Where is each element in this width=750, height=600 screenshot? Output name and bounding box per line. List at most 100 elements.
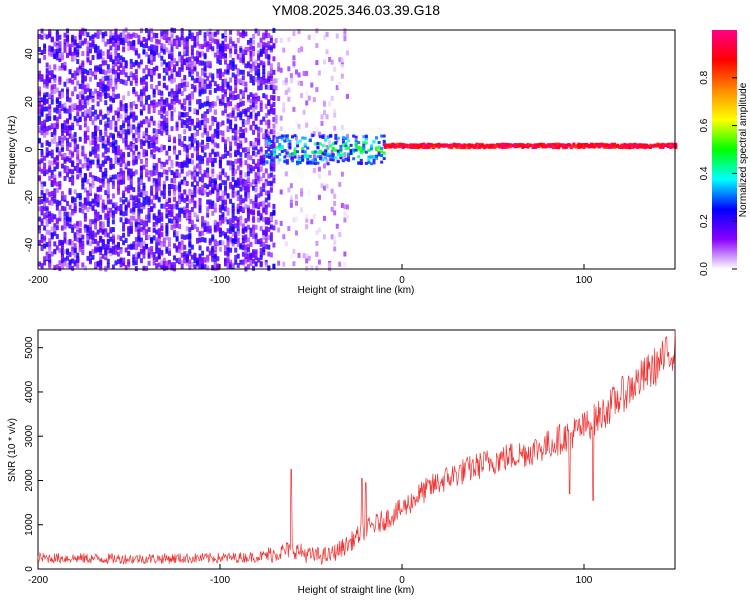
spectrogram-cell [218, 204, 222, 210]
spectrogram-cell [58, 209, 62, 215]
spectrogram-cell [63, 194, 67, 200]
spectrogram-cell [221, 97, 225, 103]
spectrogram-cell [254, 194, 258, 200]
spectrogram-cell [221, 46, 225, 52]
spectrogram-cell [137, 151, 141, 157]
spectrogram-cell [66, 130, 70, 136]
spectrogram-cell [150, 149, 154, 155]
x-tick-label: -100 [210, 275, 230, 286]
spectrogram-cell [124, 60, 128, 66]
spectrogram-cell [198, 76, 202, 82]
spectrogram-cell [195, 50, 199, 56]
spectrogram-cell [221, 94, 225, 100]
spectrogram-cell [170, 55, 174, 61]
spectrogram-cell [86, 125, 90, 131]
spectrogram-cell [333, 66, 337, 72]
spectrogram-cell [114, 158, 118, 164]
spectrogram-cell [129, 244, 133, 250]
spectrogram-cell [254, 261, 258, 267]
spectrogram-cell [96, 90, 100, 96]
spectrogram-cell [198, 30, 202, 36]
spectrogram-cell [83, 134, 87, 140]
spectrogram-cell [58, 103, 62, 109]
spectrogram-cell [185, 261, 189, 267]
snr-ylabel: SNR (10 * v/v) [7, 418, 18, 482]
spectrogram-cell [81, 203, 85, 209]
spectrogram-cell [285, 151, 289, 155]
spectrogram-cell [88, 241, 92, 247]
spectrogram-cell [165, 175, 169, 181]
spectrogram-cell [188, 215, 192, 221]
spectrogram-cell [94, 201, 98, 207]
spectrogram-cell [106, 140, 110, 146]
spectrogram-cell [96, 50, 100, 56]
spectrogram-cell [289, 197, 293, 203]
spectrogram-cell [183, 120, 187, 126]
spectrogram-cell [206, 83, 210, 89]
snr-x-ticks: -200 -100 0 100 [28, 564, 593, 586]
spectrogram-cell [323, 59, 327, 65]
spectrogram-cell [48, 165, 52, 171]
spectrogram-cell [249, 51, 253, 57]
spectrogram-cell [195, 117, 199, 123]
spectrogram-cell [336, 160, 340, 164]
spectrogram-cell [513, 145, 517, 149]
spectrogram-cell [86, 70, 90, 76]
spectrogram-cell [43, 225, 47, 231]
spectrogram-cell [63, 261, 67, 267]
spectrogram-cell [203, 65, 207, 71]
spectrogram-cell [244, 152, 248, 158]
spectrogram-cell [147, 247, 151, 253]
spectrogram-cell [224, 206, 228, 212]
spectrogram-cell [129, 103, 133, 109]
spectrogram-cell [272, 129, 276, 135]
spectrogram-cell [71, 106, 75, 112]
spectrogram-cell [193, 42, 197, 48]
spectrogram-cell [152, 178, 156, 184]
spectrogram-cell [321, 144, 325, 148]
spectrogram-cell [114, 73, 118, 79]
spectrogram-cell [129, 180, 133, 186]
spectrogram-cell [58, 180, 62, 186]
spectrogram-cell [671, 145, 675, 149]
spectrogram-cell [139, 59, 143, 65]
spectrogram-cell [165, 47, 169, 53]
spectrogram-cell [160, 190, 164, 196]
spectrogram-cell [224, 250, 228, 256]
spectrogram-cell [96, 247, 100, 253]
spectrogram-cell [279, 220, 283, 226]
spectrogram-cell [265, 155, 269, 159]
spectrogram-cell [246, 207, 250, 213]
spectrogram-cell [244, 196, 248, 202]
spectrogram-cell [201, 177, 205, 183]
spectrogram-cell [300, 46, 304, 52]
spectrogram-cell [53, 49, 57, 55]
spectrogram-cell [264, 209, 268, 215]
spectrogram-cell [155, 170, 159, 176]
spectrogram-cell [73, 143, 77, 149]
spectrogram-cell [86, 200, 90, 206]
spectrogram-cell [257, 111, 261, 117]
spectrogram-cell [139, 95, 143, 101]
spectrogram-cell [38, 137, 41, 143]
spectrogram-cell [88, 151, 92, 157]
spectrogram-cell [175, 44, 179, 50]
spectrogram-cell [129, 33, 133, 39]
spectrogram-cell [173, 219, 177, 225]
spectrogram-cell [541, 143, 545, 147]
spectrogram-cell [91, 149, 95, 155]
spectrogram-cell [188, 57, 192, 63]
spectrogram-cell [239, 57, 243, 63]
spectrogram-cell [106, 193, 110, 199]
spectrogram-cell [88, 172, 92, 178]
spectrogram-cell [43, 43, 47, 49]
spectrogram-cell [216, 190, 220, 196]
spectrogram-cell [173, 107, 177, 113]
spectrogram-cell [412, 143, 416, 147]
spectrogram-cell [264, 113, 268, 119]
spectrogram-cell [236, 178, 240, 184]
spectrogram-cell [294, 69, 298, 75]
spectrogram-cell [188, 34, 192, 40]
spectrogram-cell [213, 265, 217, 271]
spectrogram-cell [317, 70, 321, 76]
